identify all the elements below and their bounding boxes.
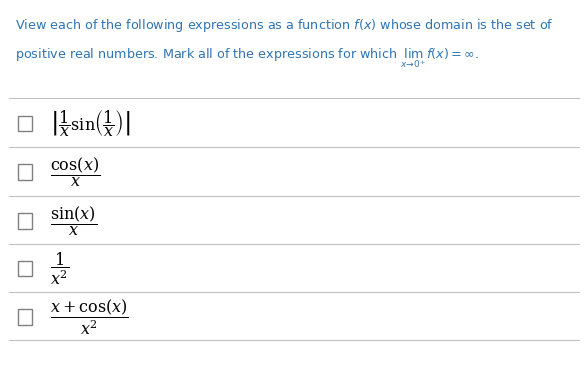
Text: $\dfrac{x + \mathrm{cos}(x)}{x^2}$: $\dfrac{x + \mathrm{cos}(x)}{x^2}$: [50, 297, 129, 337]
Text: positive real numbers. Mark all of the expressions for which $\lim_{x \to 0^+} f: positive real numbers. Mark all of the e…: [15, 46, 479, 70]
Text: $\dfrac{\mathrm{sin}(x)}{x}$: $\dfrac{\mathrm{sin}(x)}{x}$: [50, 204, 97, 238]
Text: View each of the following expressions as a function $f(x)$ whose domain is the : View each of the following expressions a…: [15, 17, 553, 33]
Text: $\left|\dfrac{1}{x}\sin\!\left(\dfrac{1}{x}\right)\right|$: $\left|\dfrac{1}{x}\sin\!\left(\dfrac{1}…: [50, 108, 131, 139]
Text: $\dfrac{\mathrm{cos}(x)}{x}$: $\dfrac{\mathrm{cos}(x)}{x}$: [50, 155, 101, 189]
Text: $\dfrac{1}{x^2}$: $\dfrac{1}{x^2}$: [50, 250, 69, 287]
